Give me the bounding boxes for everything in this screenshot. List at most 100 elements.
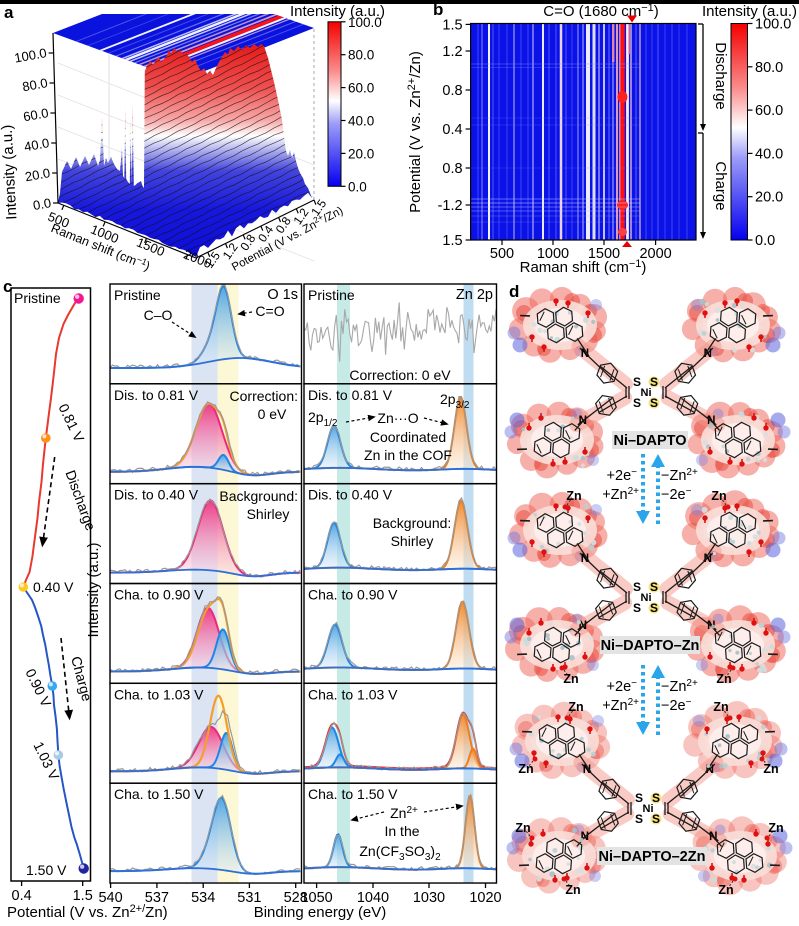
svg-text:Ni: Ni bbox=[643, 803, 654, 815]
svg-text:b: b bbox=[433, 0, 443, 19]
svg-text:+Zn2+: +Zn2+ bbox=[602, 697, 639, 714]
svg-text:Zn···O: Zn···O bbox=[377, 410, 418, 426]
svg-text:d: d bbox=[509, 282, 519, 301]
svg-text:S: S bbox=[633, 580, 641, 594]
svg-text:Zn: Zn bbox=[566, 489, 581, 503]
svg-text:20.0: 20.0 bbox=[348, 146, 374, 161]
svg-text:Potential (V vs. Zn2+/Zn): Potential (V vs. Zn2+/Zn) bbox=[7, 903, 168, 921]
svg-text:Zn: Zn bbox=[515, 821, 530, 835]
svg-text:0.8: 0.8 bbox=[442, 161, 462, 177]
svg-text:Dis. to 0.40 V: Dis. to 0.40 V bbox=[308, 487, 393, 503]
svg-text:100.0: 100.0 bbox=[13, 45, 48, 65]
svg-text:100.0: 100.0 bbox=[348, 15, 382, 30]
svg-text:Ni: Ni bbox=[641, 387, 652, 399]
svg-text:Cha. to 1.03 V: Cha. to 1.03 V bbox=[114, 686, 204, 702]
svg-text:S: S bbox=[633, 601, 641, 615]
svg-text:40.0: 40.0 bbox=[755, 146, 783, 162]
svg-text:O 1s: O 1s bbox=[267, 287, 298, 303]
svg-text:S: S bbox=[633, 375, 641, 389]
svg-text:Ni–DAPTO–Zn: Ni–DAPTO–Zn bbox=[601, 638, 700, 654]
svg-text:Correction: 0 eV: Correction: 0 eV bbox=[349, 367, 451, 383]
svg-text:Ni–DAPTO: Ni–DAPTO bbox=[613, 433, 686, 449]
svg-text:2p1/2: 2p1/2 bbox=[308, 409, 338, 429]
svg-text:Charge: Charge bbox=[68, 654, 95, 703]
svg-text:−2e−: −2e− bbox=[661, 486, 692, 503]
svg-text:Pristine: Pristine bbox=[14, 290, 61, 306]
svg-text:Coordinated: Coordinated bbox=[370, 429, 446, 445]
svg-text:0.81 V: 0.81 V bbox=[55, 401, 87, 445]
svg-text:40.0: 40.0 bbox=[23, 135, 51, 154]
svg-text:Zn in the COF: Zn in the COF bbox=[364, 447, 452, 463]
svg-text:Zn: Zn bbox=[763, 762, 778, 776]
svg-text:0.0: 0.0 bbox=[32, 195, 52, 213]
svg-text:80.0: 80.0 bbox=[21, 75, 49, 94]
svg-text:S: S bbox=[652, 791, 660, 805]
svg-text:Intensity (a.u.): Intensity (a.u.) bbox=[85, 542, 102, 637]
svg-text:Zn(CF3SO3)2: Zn(CF3SO3)2 bbox=[359, 843, 441, 863]
svg-text:Pristine: Pristine bbox=[308, 287, 355, 303]
svg-text:c: c bbox=[3, 277, 12, 296]
svg-text:0 eV: 0 eV bbox=[258, 406, 287, 422]
svg-text:Intensity (a.u.): Intensity (a.u.) bbox=[290, 3, 385, 20]
svg-text:S: S bbox=[635, 812, 643, 826]
svg-text:1.5: 1.5 bbox=[442, 17, 462, 33]
svg-text:Raman shift (cm−1): Raman shift (cm−1) bbox=[520, 258, 647, 276]
svg-text:Cha. to 0.90 V: Cha. to 0.90 V bbox=[114, 587, 204, 603]
svg-text:a: a bbox=[4, 3, 14, 22]
svg-text:0.0: 0.0 bbox=[755, 233, 775, 249]
svg-text:Cha. to 1.50 V: Cha. to 1.50 V bbox=[114, 786, 204, 802]
svg-text:Discharge: Discharge bbox=[712, 42, 729, 110]
svg-text:C=O (1680 cm−1): C=O (1680 cm−1) bbox=[543, 2, 659, 20]
svg-text:1500: 1500 bbox=[588, 246, 620, 262]
svg-text:S: S bbox=[635, 791, 643, 805]
svg-text:N: N bbox=[704, 348, 712, 360]
svg-text:Cha. to 1.50 V: Cha. to 1.50 V bbox=[308, 786, 398, 802]
svg-text:Cha. to 1.03 V: Cha. to 1.03 V bbox=[308, 686, 398, 702]
svg-text:60.0: 60.0 bbox=[22, 105, 50, 124]
svg-text:Zn: Zn bbox=[713, 700, 728, 714]
svg-text:528: 528 bbox=[284, 890, 308, 906]
svg-text:Binding energy (eV): Binding energy (eV) bbox=[254, 904, 387, 921]
svg-text:Zn: Zn bbox=[718, 883, 733, 897]
svg-text:40.0: 40.0 bbox=[348, 114, 374, 129]
svg-text:1.5: 1.5 bbox=[73, 888, 93, 904]
svg-text:20.0: 20.0 bbox=[24, 165, 52, 184]
svg-text:Intensity (a.u.): Intensity (a.u.) bbox=[702, 3, 797, 20]
svg-text:0.4: 0.4 bbox=[12, 888, 32, 904]
svg-text:Background:: Background: bbox=[373, 515, 452, 531]
svg-text:Dis. to 0.81 V: Dis. to 0.81 V bbox=[308, 387, 393, 403]
svg-text:531: 531 bbox=[237, 890, 261, 906]
svg-text:20.0: 20.0 bbox=[755, 190, 783, 206]
svg-text:60.0: 60.0 bbox=[348, 81, 374, 96]
svg-text:Intensity (a.u.): Intensity (a.u.) bbox=[0, 124, 20, 220]
svg-text:0.8: 0.8 bbox=[442, 83, 462, 99]
svg-text:1.2: 1.2 bbox=[442, 44, 462, 60]
svg-text:Zn: Zn bbox=[711, 489, 726, 503]
svg-text:1.50 V: 1.50 V bbox=[26, 862, 67, 878]
svg-text:S: S bbox=[650, 580, 658, 594]
svg-text:S: S bbox=[650, 601, 658, 615]
svg-text:Zn: Zn bbox=[563, 672, 578, 686]
svg-text:1050: 1050 bbox=[300, 890, 332, 906]
svg-text:Cha. to 0.90 V: Cha. to 0.90 V bbox=[308, 587, 398, 603]
svg-text:1030: 1030 bbox=[413, 890, 445, 906]
svg-text:Zn: Zn bbox=[518, 762, 533, 776]
svg-text:Shirley: Shirley bbox=[391, 533, 434, 549]
svg-text:500: 500 bbox=[490, 246, 514, 262]
svg-text:0.40 V: 0.40 V bbox=[33, 579, 74, 595]
svg-text:537: 537 bbox=[145, 890, 169, 906]
svg-text:Zn 2p: Zn 2p bbox=[456, 287, 493, 303]
svg-text:Ni: Ni bbox=[641, 592, 652, 604]
svg-text:0.0: 0.0 bbox=[348, 179, 367, 194]
svg-text:+2e−: +2e− bbox=[607, 678, 638, 695]
svg-text:1040: 1040 bbox=[357, 890, 389, 906]
svg-text:+Zn2+: +Zn2+ bbox=[602, 486, 639, 503]
svg-text:Zn: Zn bbox=[716, 672, 731, 686]
svg-text:1020: 1020 bbox=[469, 890, 501, 906]
svg-text:+2e−: +2e− bbox=[607, 467, 638, 484]
svg-text:Discharge: Discharge bbox=[62, 468, 99, 533]
svg-text:N: N bbox=[583, 764, 591, 776]
svg-text:Zn: Zn bbox=[568, 700, 583, 714]
svg-text:Zn2+: Zn2+ bbox=[390, 805, 418, 821]
svg-text:−2e−: −2e− bbox=[661, 697, 692, 714]
